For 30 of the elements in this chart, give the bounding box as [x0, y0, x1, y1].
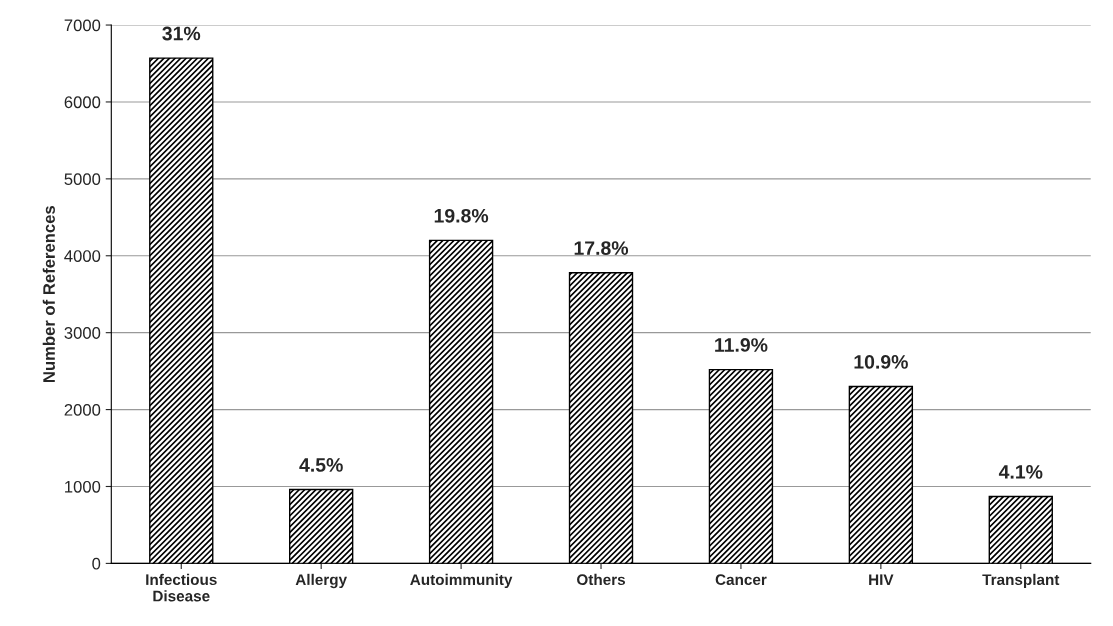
x-tick-label: Others	[577, 573, 626, 586]
x-tick-label: Cancer	[715, 574, 767, 586]
y-tick-label: 3000	[64, 327, 101, 339]
y-tick-label: 4000	[64, 250, 101, 262]
bar	[568, 271, 634, 564]
x-tick-label: Autoimmunity	[410, 573, 513, 589]
y-axis-title: Number of References	[42, 205, 55, 383]
bar	[289, 488, 354, 564]
bar	[149, 57, 214, 564]
y-tick-label: 7000	[64, 19, 101, 32]
x-tick-label: Allergy	[295, 573, 347, 589]
x-tick-label: Infectious Disease	[146, 573, 217, 602]
y-tick-label: 0	[92, 557, 101, 570]
bar	[988, 495, 1053, 564]
x-tick-label: Transplant	[982, 573, 1060, 589]
y-tick-label: 1000	[65, 480, 101, 493]
annotation: 11.9%	[715, 338, 768, 352]
bar	[848, 385, 914, 564]
y-tick-label: 6000	[64, 96, 101, 109]
y-tick-label: 5000	[64, 173, 101, 186]
annotation: 17.8%	[574, 241, 629, 255]
annotation: 19.8%	[434, 208, 489, 223]
annotation: 31%	[162, 26, 201, 41]
bar	[708, 368, 774, 564]
bar	[428, 239, 494, 564]
annotation: 10.9%	[854, 355, 908, 369]
x-tick-label: HIV	[869, 574, 894, 585]
annotation: 4.1%	[998, 465, 1043, 479]
y-tick-label: 2000	[64, 403, 101, 416]
annotation: 4.5%	[299, 458, 343, 472]
